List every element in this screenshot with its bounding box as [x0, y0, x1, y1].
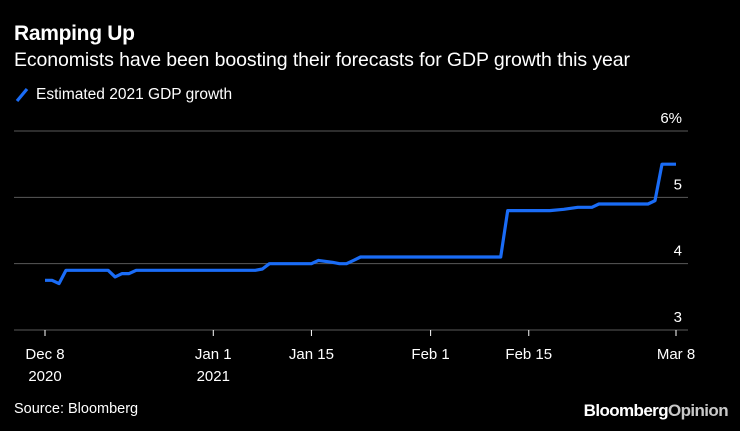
- chart-subtitle: Economists have been boosting their fore…: [14, 49, 630, 71]
- y-tick-label-4: 4: [674, 243, 682, 260]
- x-tick-label-0: Dec 8: [25, 346, 64, 363]
- legend-swatch-icon: [15, 87, 29, 103]
- chart-title: Ramping Up: [14, 22, 135, 45]
- brand-logo-part2: Opinion: [667, 401, 729, 420]
- x-tick-label-3: Feb 1: [411, 346, 449, 363]
- y-tick-label-5: 5: [674, 176, 682, 193]
- x-tick-label-2: Jan 15: [289, 346, 334, 363]
- x-tick-sublabel-1: 2021: [197, 368, 230, 385]
- x-tick-label-4: Feb 15: [505, 346, 552, 363]
- legend: Estimated 2021 GDP growth: [14, 86, 232, 104]
- x-tick-label-1: Jan 1: [195, 346, 232, 363]
- series-line-0: [45, 162, 676, 286]
- y-tick-label-6: 6%: [660, 110, 682, 127]
- y-tick-label-3: 3: [674, 309, 682, 326]
- brand-logo: BloombergOpinion: [583, 401, 729, 421]
- brand-logo-part1: Bloomberg: [583, 401, 669, 420]
- legend-label: Estimated 2021 GDP growth: [36, 86, 233, 103]
- x-tick-sublabel-0: 2020: [28, 368, 61, 385]
- source-note: Source: Bloomberg: [14, 401, 139, 417]
- x-tick-label-5: Mar 8: [657, 346, 695, 363]
